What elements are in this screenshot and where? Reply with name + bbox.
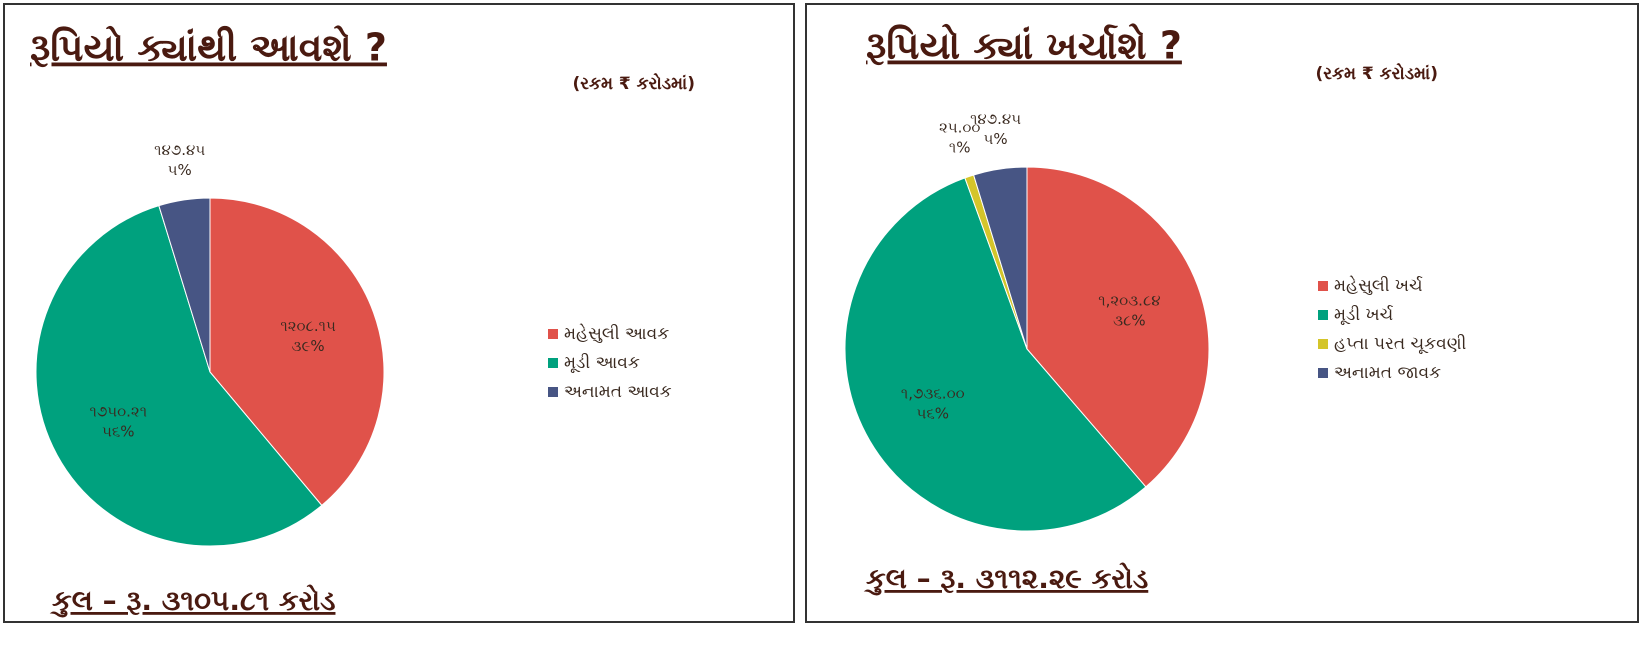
pie-slice xyxy=(972,166,1028,350)
value-label: ૧,૨૦૩.૮૪ xyxy=(1098,291,1160,309)
percent-label: ૫૬% xyxy=(917,405,950,423)
legend-label: મૂડી ખર્ચ xyxy=(1334,305,1393,325)
percent-label: ૩૯% xyxy=(292,337,325,355)
pie-slice xyxy=(35,205,323,547)
pie-slice xyxy=(1026,166,1210,488)
percent-label: ૩૮% xyxy=(1113,311,1146,329)
legend-label: મહેસુલી ખર્ચ xyxy=(1334,275,1423,296)
value-label: ૧,૭૩૬.૦૦ xyxy=(901,385,965,403)
legend-swatch xyxy=(1318,368,1328,378)
percent-label: ૫% xyxy=(984,130,1008,148)
legend-label: મૂડી આવક xyxy=(564,353,640,373)
legend-swatch xyxy=(1318,339,1328,349)
percent-label: ૫૬% xyxy=(102,422,135,440)
chart-title: રૂપિયો ક્યાં ખર્ચાશે ? xyxy=(866,22,1182,67)
value-label: ૧૪૭.૪૫ xyxy=(970,110,1021,128)
value-label: ૧૪૭.૪૫ xyxy=(154,141,205,159)
value-label: ૧૭૫૦.૨૧ xyxy=(89,402,147,420)
chart-subtitle: (રકમ ₹ કરોડમાં) xyxy=(572,72,695,94)
legend-label: હપ્તા પરત ચૂકવણી xyxy=(1334,334,1467,354)
legend-swatch xyxy=(548,358,558,368)
value-label: ૧૨૦૮.૧૫ xyxy=(280,317,336,335)
legend-swatch xyxy=(548,329,558,339)
chart-footer: કુલ – રૂ. ૩૧૦૫.૮૧ કરોડ xyxy=(50,584,336,617)
chart-footer: કુલ – રૂ. ૩૧૧૨.૨૯ કરોડ xyxy=(864,562,1149,595)
legend-swatch xyxy=(1318,310,1328,320)
legend-label: અનામત જાવક xyxy=(1334,363,1441,383)
legend-label: મહેસુલી આવક xyxy=(564,323,669,344)
value-label: ૨૫.૦૦ xyxy=(939,118,981,136)
chart-title: રૂપિયો ક્યાંથી આવશે ? xyxy=(30,24,387,69)
pie-slice xyxy=(844,177,1147,532)
percent-label: ૫% xyxy=(168,161,192,179)
legend-swatch xyxy=(1318,281,1328,291)
chart-subtitle: (રકમ ₹ કરોડમાં) xyxy=(1315,62,1438,84)
legend-label: અનામત આવક xyxy=(564,382,672,402)
legend-swatch xyxy=(548,387,558,397)
pie-slice xyxy=(209,197,385,507)
percent-label: ૧% xyxy=(949,138,971,156)
pie-slice xyxy=(158,197,211,373)
